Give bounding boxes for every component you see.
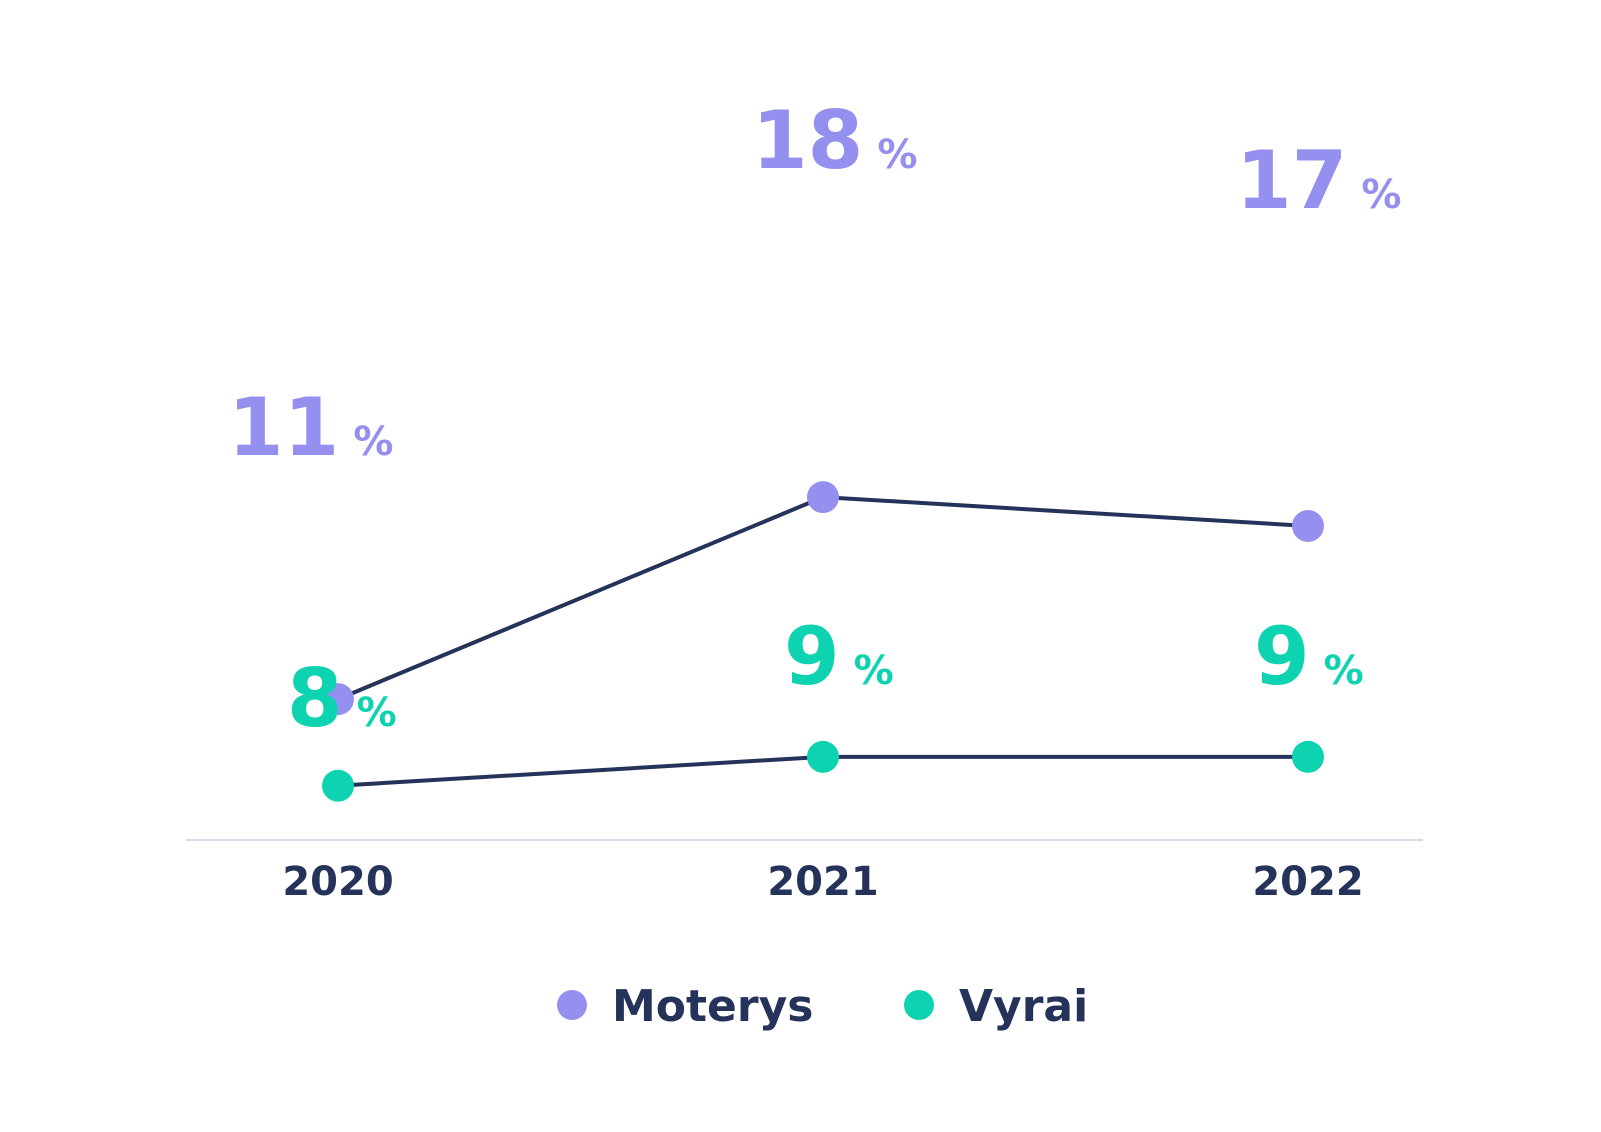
value-label-moterys-2021: 18% (752, 94, 917, 187)
data-point-moterys-2020 (322, 683, 354, 716)
value-label-vyrai-2020: 8% (287, 652, 397, 745)
value-unit: % (854, 648, 894, 694)
legend-marker-moterys (557, 990, 587, 1020)
value-unit: % (1361, 172, 1401, 218)
legend: Moterys Vyrai (557, 981, 1088, 1032)
value-unit: % (877, 132, 917, 178)
data-point-moterys-2021 (807, 481, 839, 514)
value-label-moterys-2020: 11% (228, 381, 393, 474)
value-number: 9 (784, 610, 840, 703)
legend-marker-vyrai (904, 990, 934, 1020)
legend-label-moterys: Moterys (612, 981, 813, 1032)
value-number: 8 (287, 652, 343, 745)
data-point-moterys-2022 (1292, 509, 1324, 542)
x-tick-label-2021: 2021 (767, 859, 878, 905)
value-labels: 11 %18% 17 %8 %9% 9% (228, 94, 1401, 745)
x-axis-ticks: 2020 2021 2022 (282, 859, 1363, 905)
data-point-vyrai-2022 (1292, 740, 1324, 773)
value-number: 9 (1254, 610, 1310, 703)
value-unit: % (353, 419, 393, 465)
value-number: 18 (752, 94, 863, 187)
value-number: 17 (1236, 134, 1347, 227)
value-label-vyrai-2022: 9% (1254, 610, 1364, 703)
data-point-vyrai-2020 (322, 769, 354, 802)
data-points (322, 481, 1324, 802)
value-unit: % (357, 690, 397, 736)
value-unit: % (1324, 648, 1364, 694)
value-label-moterys-2022: 17% (1236, 134, 1401, 227)
value-number: 11 (228, 381, 339, 474)
value-label-vyrai-2021: 9% (784, 610, 894, 703)
legend-label-vyrai: Vyrai (959, 981, 1088, 1032)
x-tick-label-2022: 2022 (1252, 859, 1363, 905)
x-tick-label-2020: 2020 (282, 859, 393, 905)
data-point-vyrai-2021 (807, 740, 839, 773)
